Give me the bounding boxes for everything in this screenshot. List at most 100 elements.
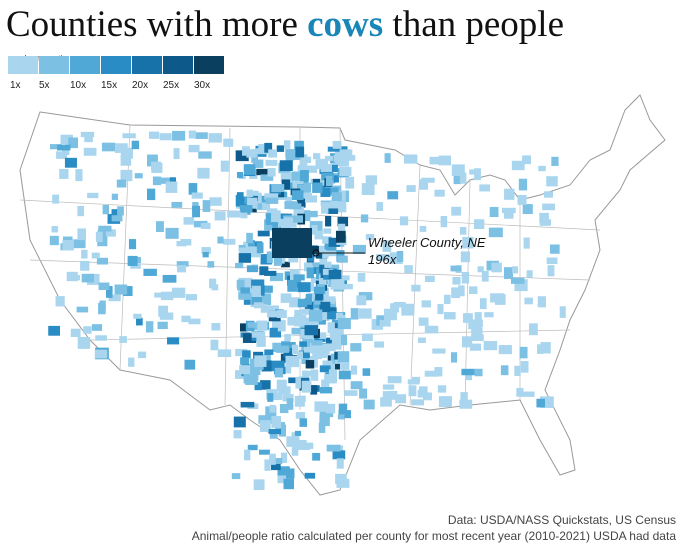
county: [211, 323, 221, 331]
county: [501, 207, 516, 214]
county: [434, 367, 443, 377]
county: [318, 332, 327, 339]
county: [519, 346, 528, 359]
county: [198, 151, 212, 159]
county: [240, 211, 248, 219]
county: [240, 401, 255, 408]
county: [262, 285, 273, 293]
county: [84, 134, 93, 143]
legend-label: 15x: [101, 80, 117, 91]
county: [342, 283, 353, 290]
county: [285, 355, 300, 368]
county: [128, 239, 137, 250]
county: [523, 237, 530, 249]
county: [302, 210, 311, 222]
county: [247, 322, 260, 328]
county: [334, 149, 348, 159]
county: [49, 144, 62, 150]
county: [357, 272, 366, 282]
county: [217, 349, 232, 358]
county: [483, 340, 498, 351]
county: [299, 418, 308, 427]
county: [361, 333, 373, 342]
county: [276, 379, 287, 392]
county: [106, 286, 113, 298]
county: [304, 325, 318, 336]
county: [419, 225, 427, 232]
county: [313, 153, 321, 160]
county: [471, 327, 483, 338]
county: [223, 238, 236, 245]
county: [96, 257, 109, 265]
legend-label: 20x: [132, 80, 148, 91]
county: [376, 202, 384, 211]
county: [289, 203, 302, 210]
title-before: Counties with more: [6, 4, 298, 45]
county: [424, 370, 439, 377]
county: [360, 214, 369, 223]
county: [279, 404, 289, 414]
legend-swatch: [132, 56, 162, 74]
county: [303, 262, 313, 272]
county: [314, 230, 323, 240]
county: [71, 274, 81, 281]
county: [393, 301, 406, 308]
county: [529, 323, 538, 336]
county: [539, 212, 549, 223]
legend-swatch: [163, 56, 193, 74]
county: [171, 201, 183, 208]
county: [461, 368, 475, 376]
county: [210, 339, 219, 351]
legend-label: 10x: [70, 80, 86, 91]
legend-swatch: [194, 56, 224, 74]
county: [271, 184, 285, 193]
county: [277, 466, 290, 478]
county: [188, 183, 198, 195]
county: [233, 430, 242, 439]
county: [350, 343, 362, 352]
county: [322, 236, 329, 244]
county: [183, 217, 195, 225]
county: [235, 262, 244, 269]
county: [481, 270, 489, 282]
county: [257, 230, 270, 237]
county: [286, 398, 294, 410]
county: [268, 428, 282, 435]
county: [350, 381, 363, 390]
county: [114, 284, 128, 295]
county: [251, 279, 265, 289]
county: [242, 333, 257, 343]
county: [233, 416, 246, 428]
county: [331, 192, 342, 202]
county: [294, 309, 303, 319]
county: [158, 305, 169, 317]
county: [157, 321, 168, 330]
county: [83, 147, 97, 156]
county: [289, 317, 302, 326]
county: [270, 360, 285, 372]
county: [201, 247, 211, 254]
county: [460, 251, 470, 263]
county: [154, 292, 166, 298]
county: [260, 254, 272, 265]
county: [246, 265, 259, 273]
county: [432, 348, 446, 354]
county: [280, 452, 288, 463]
county: [479, 298, 487, 310]
county: [188, 318, 201, 325]
county: [390, 303, 400, 313]
county: [242, 350, 251, 359]
county: [411, 399, 425, 406]
county: [62, 239, 74, 251]
county: [73, 239, 86, 249]
county: [298, 350, 310, 358]
county: [484, 312, 494, 318]
county: [258, 415, 273, 424]
county: [51, 226, 59, 233]
county: [319, 343, 333, 352]
county: [304, 165, 318, 173]
county: [214, 211, 226, 221]
county: [260, 303, 268, 313]
county: [458, 285, 465, 297]
county: [116, 179, 127, 188]
